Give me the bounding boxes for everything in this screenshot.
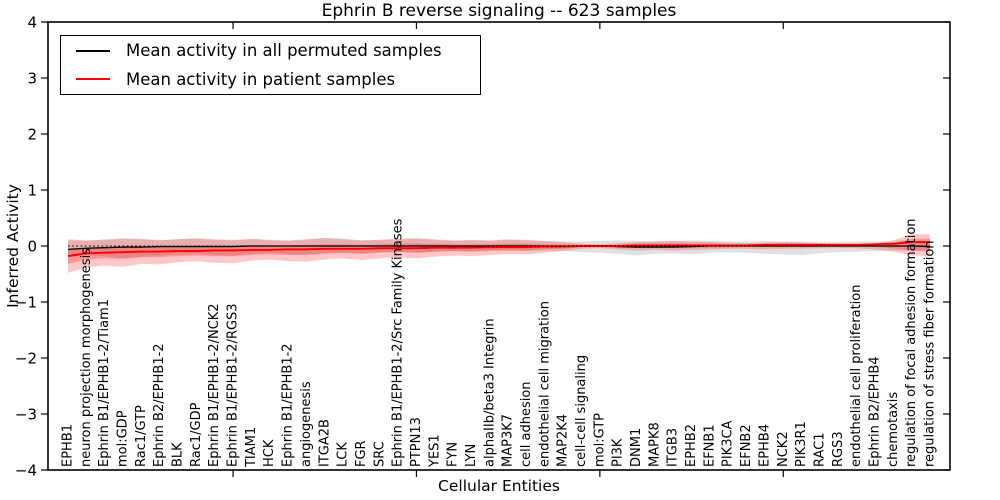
x-category-label: endothelial cell proliferation — [849, 285, 864, 468]
x-axis-label: Cellular Entities — [438, 477, 560, 495]
legend-item-permuted: Mean activity in all permuted samples — [61, 37, 480, 65]
x-category-label: mol:GDP — [116, 410, 131, 467]
y-tick-label: −1 — [15, 293, 37, 311]
x-category-label: regulation of stress fiber formation — [922, 240, 937, 467]
x-category-label: Ephrin B1/EPHB1-2/NCK2 — [207, 303, 222, 467]
legend: Mean activity in all permuted samples Me… — [60, 35, 481, 95]
y-tick-label: 4 — [27, 13, 37, 31]
x-category-label: PIK3CA — [721, 420, 736, 467]
x-category-label: YES1 — [427, 434, 442, 468]
x-category-label: cell-cell signaling — [574, 355, 589, 467]
patient-samples-spread-outer-band — [68, 234, 930, 273]
x-category-label: Ephrin B1/EPHB1-2 — [281, 343, 296, 467]
x-category-label: mol:GTP — [592, 413, 607, 467]
x-category-label: MAPK8 — [647, 422, 662, 467]
x-category-label: SRC — [372, 441, 387, 467]
x-category-label: DNM1 — [629, 428, 644, 467]
x-category-label: PIK3R1 — [794, 421, 809, 467]
x-category-label: PI3K — [611, 438, 626, 467]
x-category-label: HCK — [262, 439, 277, 467]
x-category-label: regulation of focal adhesion formation — [904, 218, 919, 467]
y-tick-label: 0 — [27, 237, 37, 255]
x-category-label: FGR — [354, 440, 369, 467]
x-category-label: angiogenesis — [299, 381, 314, 467]
y-tick-label: −2 — [15, 349, 37, 367]
x-category-label: Ephrin B2/EPHB4 — [867, 356, 882, 467]
x-category-label: RGS3 — [831, 431, 846, 467]
x-category-label: Ephrin B2/EPHB1-2 — [152, 343, 167, 467]
x-category-label: Ephrin B1/EPHB1-2/Src Family Kinases — [391, 218, 406, 467]
y-tick-label: −3 — [15, 405, 37, 423]
patient-line-swatch — [76, 78, 110, 81]
permuted-line-swatch — [76, 49, 110, 52]
x-category-label: EFNB2 — [739, 424, 754, 467]
x-category-label: chemotaxis — [886, 392, 901, 467]
x-category-label: NCK2 — [776, 431, 791, 467]
legend-item-patient: Mean activity in patient samples — [61, 65, 480, 93]
legend-label-permuted: Mean activity in all permuted samples — [126, 41, 442, 61]
x-category-label: MAP3K7 — [501, 414, 516, 467]
mean-activity-in-patient-samples-line — [67, 241, 930, 258]
x-category-label: EPHB1 — [61, 424, 76, 467]
x-category-label: Ephrin B1/EPHB1-2/RGS3 — [226, 303, 241, 467]
x-category-label: ITGA2B — [317, 419, 332, 467]
x-category-label: FYN — [446, 442, 461, 467]
x-category-label: EPHB4 — [757, 424, 772, 467]
y-tick-label: 1 — [27, 181, 37, 199]
x-category-label: EPHB2 — [684, 424, 699, 467]
x-category-label: LCK — [336, 442, 351, 467]
x-category-label: alphaIIb/beta3 Integrin — [482, 318, 497, 467]
chart-title: Ephrin B reverse signaling -- 623 sample… — [321, 1, 677, 21]
x-category-label: Rac1/GTP — [134, 405, 149, 467]
x-category-label: MAP2K4 — [556, 414, 571, 467]
x-category-label: cell adhesion — [519, 381, 534, 467]
x-category-label: LYN — [464, 444, 479, 467]
x-category-label: Ephrin B1/EPHB1-2/Tiam1 — [97, 299, 112, 467]
legend-label-patient: Mean activity in patient samples — [126, 69, 396, 89]
y-tick-label: 2 — [27, 125, 37, 143]
y-axis-label: Inferred Activity — [4, 184, 22, 308]
x-category-label: ITGB3 — [666, 428, 681, 467]
y-tick-label: 3 — [27, 69, 37, 87]
x-category-label: RAC1 — [812, 432, 827, 467]
x-category-label: PTPN13 — [409, 417, 424, 467]
x-category-label: TIAM1 — [244, 427, 259, 468]
y-tick-label: −4 — [15, 461, 37, 479]
x-category-label: Rac1/GDP — [189, 402, 204, 467]
x-category-label: neuron projection morphogenesis — [79, 248, 94, 467]
x-category-label: BLK — [171, 442, 186, 467]
x-category-label: EFNB1 — [702, 424, 717, 467]
x-category-label: endothelial cell migration — [537, 301, 552, 467]
